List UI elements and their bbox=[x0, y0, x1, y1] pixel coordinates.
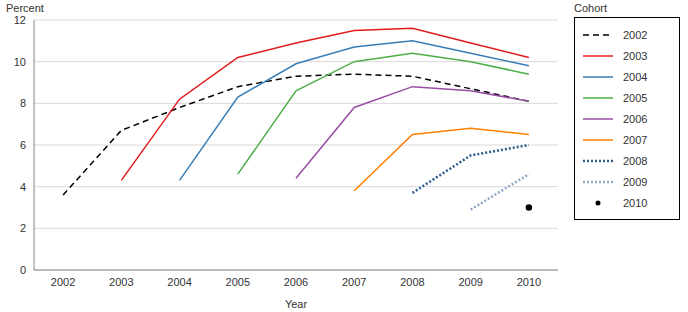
svg-text:2005: 2005 bbox=[226, 276, 250, 288]
svg-text:2009: 2009 bbox=[458, 276, 482, 288]
html-text:2007: 2007 bbox=[623, 133, 648, 146]
svg-text:Year: Year bbox=[285, 298, 308, 310]
html-text:2010: 2010 bbox=[623, 196, 648, 209]
svg-text:10: 10 bbox=[14, 56, 26, 68]
svg-text:2007: 2007 bbox=[342, 276, 366, 288]
html-text:Percent: Percent bbox=[6, 2, 44, 14]
svg-text:2004: 2004 bbox=[167, 276, 191, 288]
html-text:2004: 2004 bbox=[623, 70, 648, 83]
svg-text:4: 4 bbox=[20, 181, 26, 193]
svg-text:2006: 2006 bbox=[284, 276, 308, 288]
html-text:2002: 2002 bbox=[623, 28, 648, 41]
html-text:2009: 2009 bbox=[623, 175, 648, 188]
svg-text:2010: 2010 bbox=[517, 276, 541, 288]
html-text:2003: 2003 bbox=[623, 49, 648, 62]
svg-text:6: 6 bbox=[20, 139, 26, 151]
svg-text:2002: 2002 bbox=[51, 276, 75, 288]
html-text:2005: 2005 bbox=[623, 91, 648, 104]
svg-text:12: 12 bbox=[14, 14, 26, 26]
html-text:2006: 2006 bbox=[623, 112, 648, 125]
svg-text:2: 2 bbox=[20, 222, 26, 234]
html-text:2008: 2008 bbox=[623, 154, 648, 167]
svg-text:8: 8 bbox=[20, 97, 26, 109]
svg-text:2003: 2003 bbox=[109, 276, 133, 288]
svg-text:0: 0 bbox=[20, 264, 26, 276]
svg-text:2008: 2008 bbox=[400, 276, 424, 288]
html-text:Cohort: Cohort bbox=[574, 2, 607, 14]
